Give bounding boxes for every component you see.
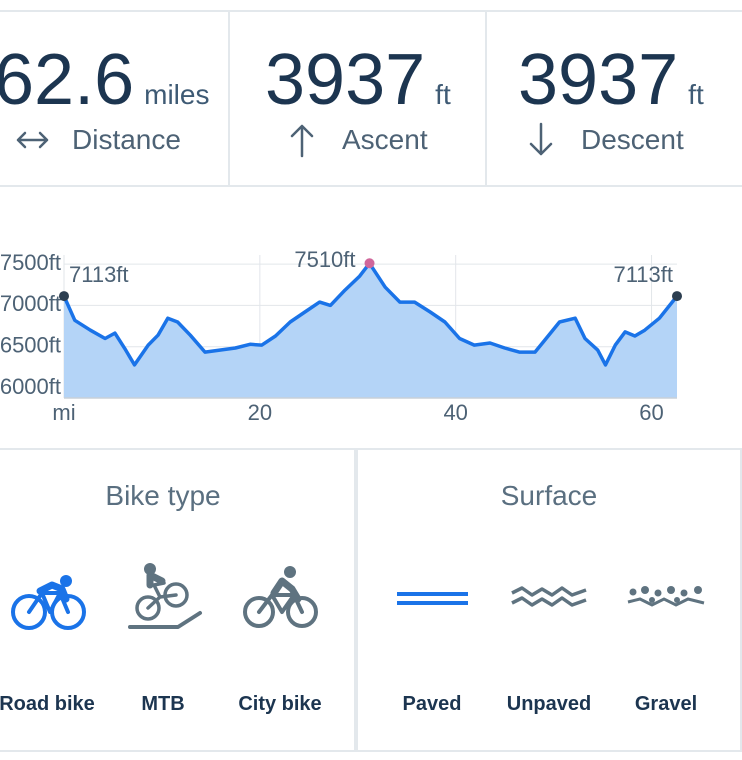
option-icons <box>11 563 705 630</box>
annotation-label: 7510ft <box>294 247 355 272</box>
option-label[interactable]: Paved <box>402 693 462 715</box>
ascent-icon <box>290 124 314 158</box>
city-bike-icon[interactable] <box>243 566 318 628</box>
y-tick-label: 6500ft <box>0 333 61 358</box>
unpaved-icon[interactable] <box>511 586 587 607</box>
paved-icon[interactable] <box>397 592 468 605</box>
option-label[interactable]: City bike <box>238 693 322 715</box>
stat-number: 3937 <box>265 40 426 120</box>
option-label[interactable]: MTB <box>141 693 185 715</box>
stat-value: 3937 ft <box>265 44 451 116</box>
stat-unit: ft <box>435 79 451 110</box>
annotation-label: 7113ft <box>69 262 129 287</box>
surface-panel <box>356 448 742 752</box>
stat-value: 3937 ft <box>518 44 704 116</box>
stat-number: 3937 <box>518 40 679 120</box>
descent-icon <box>529 122 553 156</box>
stat-cell <box>485 10 742 187</box>
y-tick-label: 6000ft <box>0 374 61 399</box>
annotation-dot <box>59 291 69 302</box>
stat-number: 62.6 <box>0 40 135 120</box>
stat-label: Descent <box>581 124 684 155</box>
panel-title: Bike type <box>105 480 221 511</box>
mtb-icon[interactable] <box>128 563 202 629</box>
stat-value: 62.6 miles <box>0 44 209 116</box>
annotation-dot <box>672 291 682 302</box>
bike-type-panel <box>0 448 356 752</box>
elevation-line <box>62 261 679 367</box>
annotation-dot <box>364 258 375 269</box>
stat-unit: miles <box>144 79 210 110</box>
x-tick-label: 20 <box>248 400 272 425</box>
option-label[interactable]: Gravel <box>634 693 698 715</box>
stat-icons <box>16 122 553 158</box>
x-tick-label: 40 <box>443 400 467 425</box>
elevation-area <box>64 263 677 398</box>
option-label[interactable]: Road bike <box>0 693 95 715</box>
annotation-label: 7113ft <box>613 262 673 287</box>
option-label[interactable]: Unpaved <box>506 693 592 715</box>
gravel-icon[interactable] <box>627 586 705 607</box>
x-tick-label: mi <box>52 400 75 425</box>
stat-label: Distance <box>72 124 181 155</box>
panel-title: Surface <box>500 480 598 511</box>
distance-icon <box>16 131 49 149</box>
x-tick-label: 60 <box>639 400 663 425</box>
stat-label: Ascent <box>342 124 428 155</box>
y-tick-label: 7000ft <box>0 291 61 316</box>
y-tick-label: 7500ft <box>0 250 61 275</box>
stat-unit: ft <box>688 79 704 110</box>
road-bike-icon[interactable] <box>11 575 86 630</box>
